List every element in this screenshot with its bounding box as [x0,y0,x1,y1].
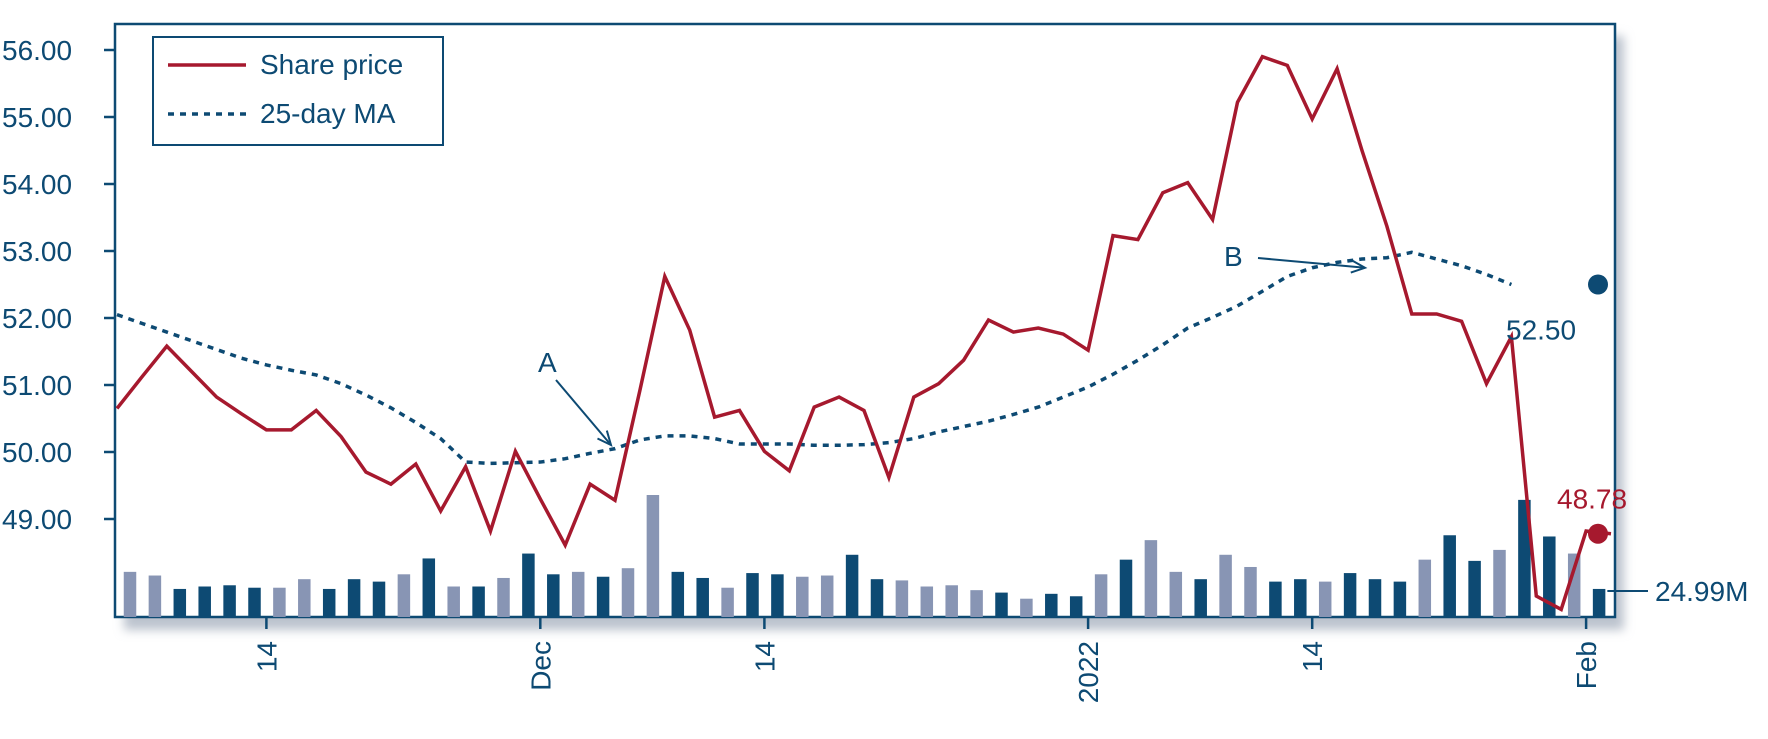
volume-bar [1518,499,1531,617]
volume-bar [945,585,958,617]
volume-bar [721,587,734,617]
volume-bar [447,586,460,617]
legend: Share price 25-day MA [152,36,444,146]
volume-bar [1393,581,1407,617]
y-tick-label: 55.00 [2,102,72,133]
volume-bar [1269,581,1282,617]
volume-bar [422,558,436,617]
volume-bar [322,588,336,617]
volume-bar [1318,581,1332,617]
annotation-a-arrow-shaft [555,379,612,446]
volume-bar [1144,540,1158,617]
volume-bar [347,579,361,617]
y-tick-label: 50.00 [2,437,72,468]
volume-bar [1368,579,1382,617]
y-tick-label: 54.00 [2,169,72,200]
ma-end-marker [1588,274,1608,295]
volume-bar [1443,535,1456,617]
volume-bar [895,580,909,617]
volume-bar [1468,560,1481,617]
volume-bar [198,586,211,617]
legend-label-25-day-ma: 25-day MA [260,98,396,129]
legend-label-share-price: Share price [260,49,403,80]
volume-bar [372,581,386,617]
x-axis: 14 Dec 14 2022 14 Feb [251,617,1602,703]
end-markers: 52.50 48.78 [1506,274,1627,544]
volume-bar [1543,536,1556,617]
volume-bar [920,586,934,617]
annotation-b-label: B [1224,241,1243,272]
volume-bar [1020,598,1033,617]
x-tick-label: 14 [749,641,780,672]
volume-bar [870,579,884,617]
ma-end-label: 52.50 [1506,315,1576,346]
volume-bar [547,574,560,617]
y-tick-label: 56.00 [2,35,72,66]
ma-series-line [116,250,1513,466]
price-series-line [115,54,1612,612]
volume-bar [1194,579,1207,617]
y-tick-label: 49.00 [2,504,72,535]
volume-bar [1069,596,1083,617]
annotation-a-label: A [538,347,557,378]
volume-bar [1592,588,1606,617]
price-end-marker [1588,523,1608,544]
volume-bar [497,577,510,617]
y-tick-label: 53.00 [2,236,72,267]
volume-bars: 24.99M [123,495,1748,617]
x-tick-label: 14 [1297,641,1328,672]
volume-bar [771,574,784,617]
annotation-a-arrow-head [597,430,613,447]
annotation-b-arrow-head [1350,259,1368,274]
volume-bar [596,576,610,617]
volume-bar [1343,573,1357,617]
volume-bar [1567,553,1581,617]
volume-bar [1219,554,1232,617]
volume-bar [646,495,660,617]
volume-bar [621,568,635,617]
volume-bar [148,575,162,617]
volume-bar [1169,571,1183,617]
volume-bar [1094,574,1108,617]
x-tick-label: Dec [525,641,556,691]
volume-bar [1418,559,1432,617]
volume-bar [273,587,286,617]
x-tick-label: 2022 [1073,641,1104,703]
volume-bar [472,586,485,617]
volume-bar [1244,566,1257,617]
volume-bar [1493,549,1506,617]
price-end-label: 48.78 [1557,484,1627,515]
volume-bar [223,585,236,617]
x-tick-label: Feb [1571,641,1602,689]
volume-bar [173,588,187,617]
volume-bar [571,571,585,617]
volume-bar [845,554,859,617]
volume-bar [123,571,137,617]
volume-bar [995,592,1008,617]
volume-bar [397,574,411,617]
y-axis: 56.00 55.00 54.00 53.00 52.00 51.00 50.00 49.00 [2,35,115,535]
annotations: AB [538,241,1368,447]
volume-bar [796,576,809,617]
volume-bar [671,571,685,617]
volume-bar [820,575,834,617]
volume-bar [1119,559,1133,617]
x-tick-label: 14 [251,641,282,672]
legend-box [152,36,444,146]
volume-bar [522,553,535,617]
volume-bar [746,573,759,617]
annotation-b-arrow-shaft [1257,257,1366,269]
volume-bar [970,590,983,617]
volume-bar [248,587,261,617]
y-tick-label: 52.00 [2,303,72,334]
volume-last-label: 24.99M [1655,576,1748,607]
volume-bar [1045,593,1058,617]
volume-bar [696,577,709,617]
volume-bar [298,579,311,617]
volume-bar [1294,579,1307,617]
y-tick-label: 51.00 [2,370,72,401]
